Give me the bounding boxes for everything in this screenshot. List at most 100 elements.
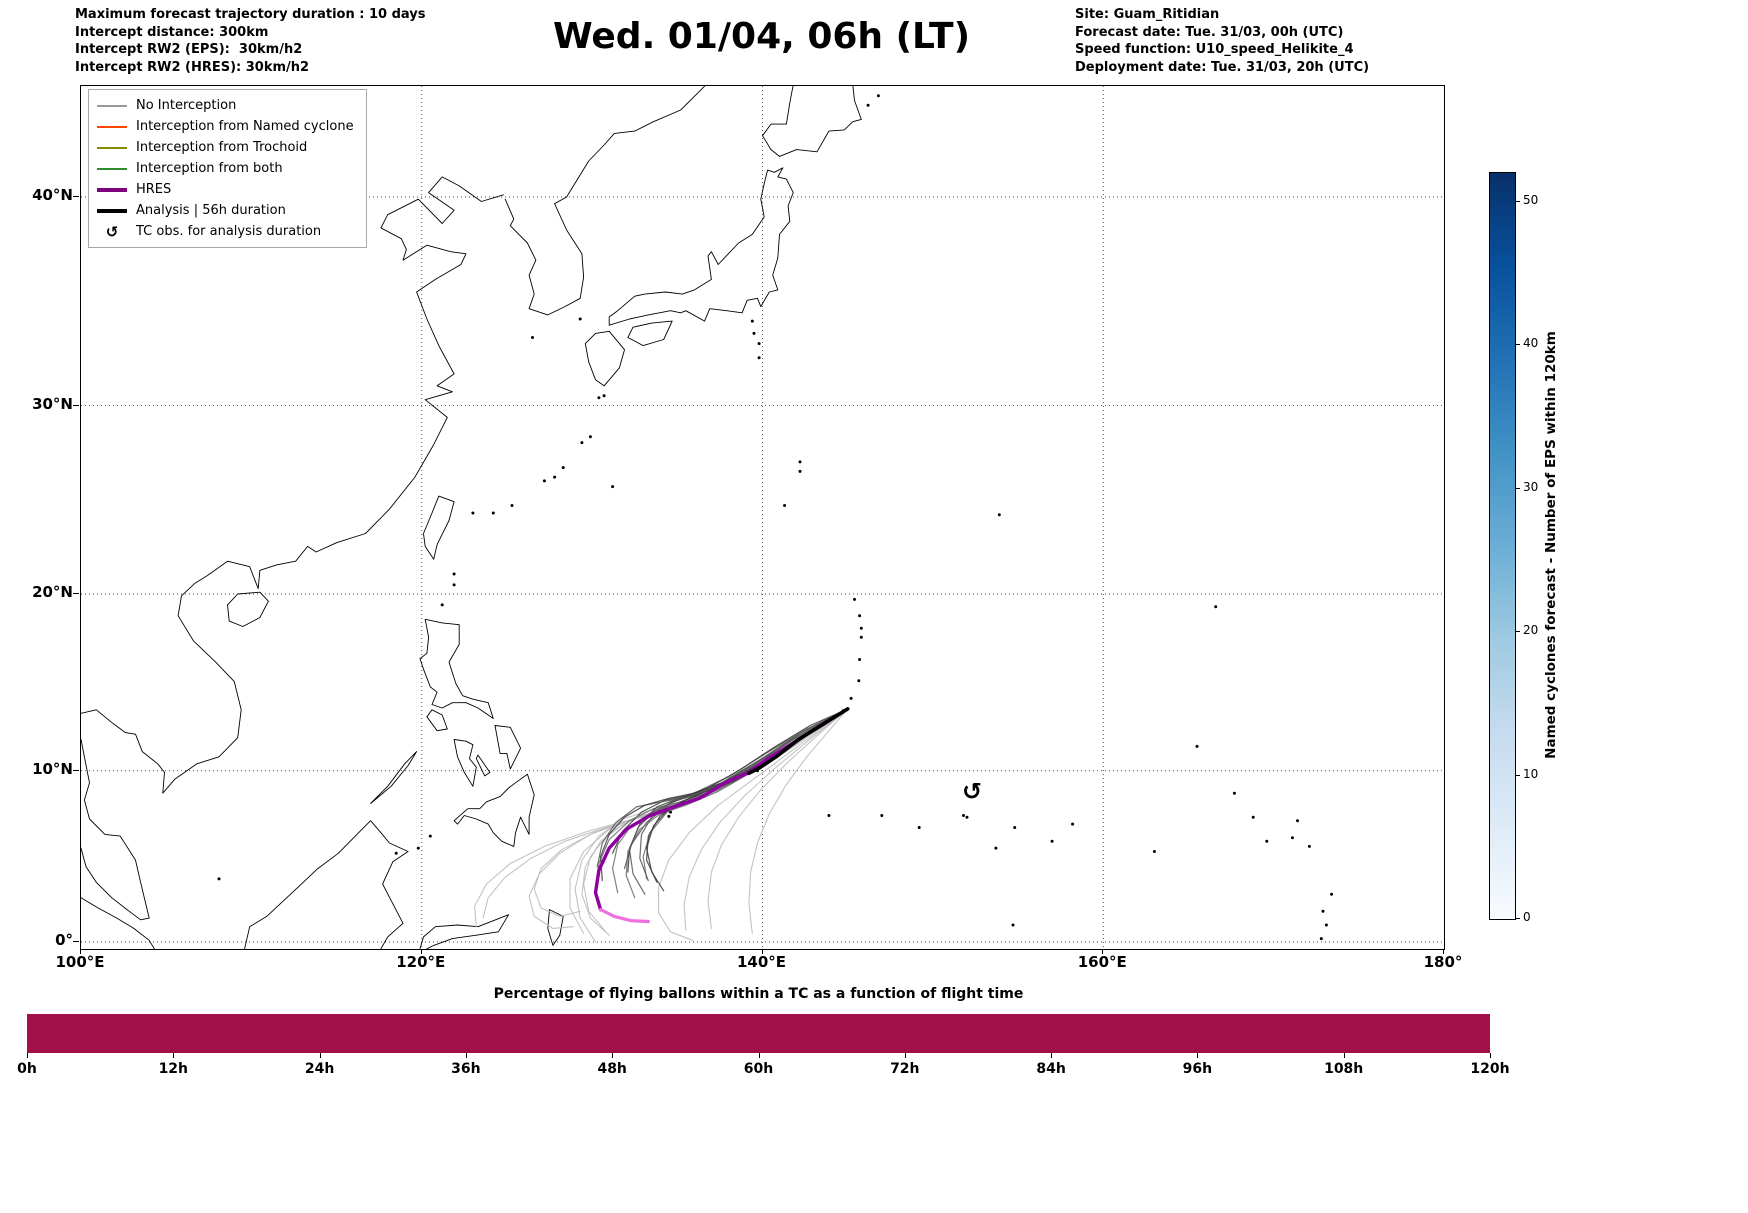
island-dot (1214, 605, 1218, 609)
colorbar-tick-mark (1515, 918, 1520, 919)
island-dot (1152, 850, 1156, 853)
island-dot (853, 597, 856, 601)
island-dot (965, 815, 969, 819)
colorbar-tick-label: 30 (1523, 479, 1539, 494)
ensemble-trajectory-dark (596, 708, 849, 868)
island-dot (1265, 839, 1269, 843)
island-dot (597, 396, 601, 400)
map-lon-tick-mark (761, 949, 763, 954)
flight-time-tick-label: 108h (1324, 1061, 1364, 1077)
flight-time-tick-mark (27, 1053, 28, 1058)
map-plot-area: ↺ (80, 85, 1445, 950)
ensemble-trajectory-light (683, 708, 849, 931)
legend-line-sample (97, 187, 127, 192)
island-dot (217, 877, 221, 881)
coastline (453, 773, 535, 847)
colorbar-tick-label: 10 (1523, 766, 1539, 781)
island-dot (857, 679, 861, 683)
flight-time-tick-mark (319, 1053, 321, 1058)
coastline (244, 820, 409, 949)
coastline (227, 591, 269, 627)
island-dot (866, 103, 870, 107)
flight-time-bar (27, 1014, 1490, 1053)
island-dot (1330, 892, 1334, 896)
island-dot (798, 460, 802, 464)
header-line: Intercept RW2 (EPS): 30km/h2 (75, 42, 303, 57)
colorbar-tick-mark (1515, 487, 1520, 489)
header-line: Intercept RW2 (HRES): 30km/h2 (75, 59, 310, 75)
ensemble-trajectory-dark (612, 708, 849, 894)
coastline (426, 709, 448, 732)
island-dot (580, 441, 584, 445)
island-dot (602, 394, 606, 398)
ensemble-trajectory-light (707, 708, 849, 929)
legend-item: ↺ TC obs. for analysis duration (97, 221, 354, 242)
header-right-block: Site: Guam_Ritidian Forecast date: Tue. 3… (1075, 6, 1369, 76)
flight-time-tick-mark (173, 1053, 175, 1058)
coastline (475, 754, 491, 777)
coastline (770, 86, 862, 157)
island-dot (997, 513, 1001, 517)
legend-item: No Interception (97, 95, 354, 116)
coastline (423, 495, 455, 560)
island-dot (858, 658, 862, 661)
bottom-chart-title: Percentage of flying ballons within a TC… (493, 986, 1024, 1002)
hres-trajectory-tail (599, 908, 650, 924)
map-lat-tick-mark (73, 769, 79, 771)
colorbar-tick-mark (1515, 631, 1520, 633)
legend-label: Analysis | 56h duration (136, 203, 286, 218)
island-dot (440, 603, 444, 607)
colorbar-tick-label: 40 (1523, 336, 1539, 351)
island-dot (827, 814, 831, 817)
ensemble-trajectory-light (658, 708, 849, 941)
map-lat-tick-mark (73, 941, 79, 942)
flight-time-tick-label: 12h (158, 1061, 189, 1077)
coastline (453, 739, 477, 787)
legend-line-sample (97, 125, 127, 128)
coastline (81, 897, 155, 949)
map-lat-tick-label: 10°N (32, 759, 73, 778)
flight-time-tick-mark (1051, 1053, 1053, 1058)
island-dot (1232, 791, 1236, 795)
flight-time-tick-mark (758, 1053, 760, 1058)
island-dot (750, 319, 754, 323)
colorbar-tick-label: 0 (1523, 910, 1531, 924)
tc-obs-symbol-icon: ↺ (962, 777, 982, 805)
legend-item: Interception from both (97, 158, 354, 179)
colorbar-tick-mark (1515, 774, 1520, 776)
colorbar (1489, 172, 1516, 920)
island-dot (962, 814, 965, 817)
legend-label: Interception from Named cyclone (136, 119, 354, 134)
island-dot (416, 846, 420, 850)
island-dot (611, 485, 615, 489)
island-dot (1307, 844, 1311, 848)
map-lon-tick-label: 100°E (55, 953, 105, 971)
legend-label: TC obs. for analysis duration (136, 224, 322, 239)
map-lat-tick-label: 20°N (32, 582, 73, 601)
flight-time-tick-label: 48h (597, 1061, 627, 1077)
legend-label: Interception from Trochoid (136, 140, 308, 155)
map-lon-tick-mark (1102, 949, 1104, 954)
island-dot (1296, 819, 1299, 823)
header-line: Speed function: U10_speed_Helikite_4 (1075, 42, 1354, 57)
map-svg: ↺ (81, 86, 1444, 949)
analysis-trajectory (747, 707, 850, 776)
coastline (762, 86, 794, 151)
island-dot (1321, 909, 1325, 913)
colorbar-tick-label: 20 (1523, 623, 1539, 638)
header-line: Deployment date: Tue. 31/03, 20h (UTC) (1075, 59, 1370, 75)
legend-label: No Interception (136, 98, 237, 113)
map-lat-tick-label: 30°N (32, 394, 73, 413)
island-dot (1319, 937, 1323, 941)
island-dot (561, 466, 565, 470)
coastline (494, 725, 522, 770)
header-line: Intercept distance: 300km (75, 24, 269, 40)
map-lon-tick-label: 180° (1423, 953, 1463, 971)
legend-line-sample (97, 146, 127, 149)
map-lat-tick-label: 0° (55, 931, 73, 949)
island-dot (1050, 839, 1054, 843)
island-dot (752, 331, 756, 335)
header-line: Site: Guam_Ritidian (1075, 7, 1220, 22)
island-dot (1251, 815, 1255, 819)
island-dot (917, 826, 921, 829)
